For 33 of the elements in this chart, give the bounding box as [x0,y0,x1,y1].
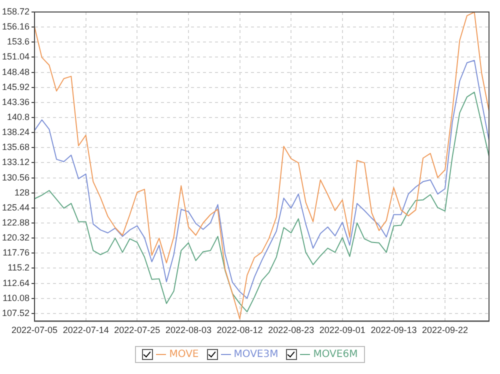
x-tick-label: 2022-07-05 [12,325,58,336]
y-tick-label: 120.32 [2,232,30,243]
x-tick-label: 2022-07-25 [114,325,160,336]
y-tick-label: 145.92 [2,82,30,92]
y-tick-label: 115.2 [8,262,30,273]
x-tick-label: 2022-09-22 [422,325,468,336]
x-tick-label: 2022-08-12 [216,325,263,336]
y-tick-label: 125.44 [2,202,30,212]
y-tick-label: 133.12 [2,157,30,168]
y-tick-label: 158.72 [2,6,30,16]
y-tick-label: 138.24 [2,127,30,138]
x-tick-label: 2022-07-14 [62,325,109,336]
y-tick-label: 117.76 [2,248,30,258]
x-tick-label: 2022-09-01 [319,325,366,336]
x-tick-label: 2022-09-13 [370,325,417,336]
y-tick-label: 156.16 [2,22,30,32]
y-tick-label: 153.6 [6,36,30,47]
x-tick-label: 2022-08-23 [268,325,314,336]
x-tick-label: 2022-08-03 [165,325,212,336]
legend-label: MOVE6M [313,349,358,360]
y-tick-label: 148.48 [2,66,30,77]
legend-label: MOVE3M [234,349,278,360]
y-tick-label: 110.08 [2,292,30,303]
y-tick-label: 128 [14,187,30,198]
y-tick-label: 107.52 [2,308,30,318]
y-tick-label: 135.68 [2,142,30,152]
y-tick-label: 140.8 [6,112,30,122]
y-tick-label: 122.88 [2,217,30,228]
y-tick-label: 130.56 [2,172,30,182]
y-tick-label: 112.64 [2,278,30,288]
y-tick-label: 143.36 [2,96,30,107]
legend-label: MOVE [169,349,199,360]
y-tick-label: 151.04 [2,52,30,62]
